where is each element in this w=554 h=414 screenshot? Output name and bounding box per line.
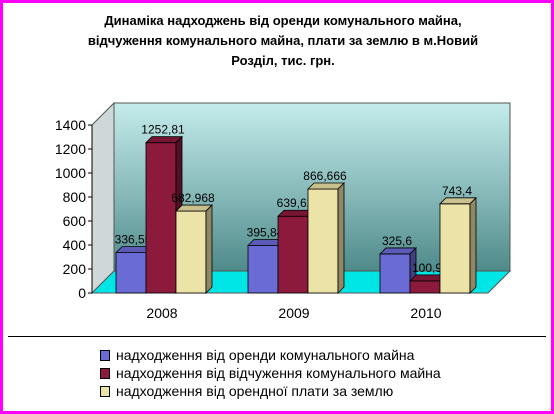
legend-swatch-rental — [100, 349, 110, 361]
data-label: 866,666 — [303, 169, 347, 183]
x-tick-label: 2008 — [146, 305, 177, 321]
y-tick-label: 400 — [63, 237, 87, 253]
y-tick-label: 1200 — [55, 141, 86, 157]
data-label: 100,9 — [412, 261, 442, 275]
data-label: 336,55 — [115, 233, 152, 247]
legend-item-alienation: надходження від відчуження комунального … — [100, 364, 441, 382]
x-tick-label: 2010 — [410, 305, 441, 321]
legend-label-rental: надходження від оренди комунального майн… — [116, 347, 415, 363]
chart-title: Динаміка надходжень від оренди комунальн… — [43, 11, 523, 71]
bar-2009-series-1 — [247, 245, 279, 294]
y-tick-label: 0 — [78, 285, 86, 301]
bar-2010-series-1 — [379, 253, 411, 294]
chart-title-line-2: відчуження комунального майна, плати за … — [87, 33, 479, 48]
bar-2009-series-3 — [307, 188, 339, 294]
bar-2010-series-2 — [409, 280, 441, 294]
y-tick-label: 200 — [63, 261, 87, 277]
bar-2008-series-2 — [145, 142, 177, 294]
y-tick-label: 600 — [63, 213, 87, 229]
x-tick-label: 2009 — [278, 305, 309, 321]
bar-side-2008-series-3 — [205, 204, 213, 294]
y-tick-label: 1000 — [55, 165, 86, 181]
bar-2008-series-1 — [115, 252, 147, 294]
bar-2008-series-3 — [175, 210, 207, 294]
legend-label-land: надходження від орендної плати за землю — [116, 383, 394, 399]
legend-swatch-alienation — [100, 367, 110, 379]
chart-title-line-1: Динаміка надходжень від оренди комунальн… — [104, 13, 462, 28]
legend-swatch-land — [100, 385, 110, 397]
legend-label-alienation: надходження від відчуження комунального … — [116, 365, 441, 381]
data-label: 325,6 — [382, 234, 412, 248]
y-tick-label: 800 — [63, 189, 87, 205]
data-label: 743,4 — [442, 184, 472, 198]
bar-side-2010-series-3 — [469, 196, 477, 294]
y-tick-label: 1400 — [55, 117, 86, 133]
bar-2009-series-2 — [277, 215, 309, 294]
data-label: 1252,81 — [141, 123, 185, 137]
data-label: 682,968 — [171, 191, 215, 205]
chart-legend: надходження від оренди комунального майн… — [8, 336, 546, 409]
data-label: 395,84 — [247, 225, 284, 239]
bar-side-2009-series-3 — [337, 182, 345, 294]
data-label: 639,62 — [277, 196, 314, 210]
side-wall — [91, 101, 115, 295]
chart-title-line-3: Розділ, тис. грн. — [231, 53, 335, 68]
legend-item-rental: надходження від оренди комунального майн… — [100, 346, 414, 364]
legend-item-land: надходження від орендної плати за землю — [100, 382, 393, 400]
bar-2010-series-3 — [439, 203, 471, 294]
